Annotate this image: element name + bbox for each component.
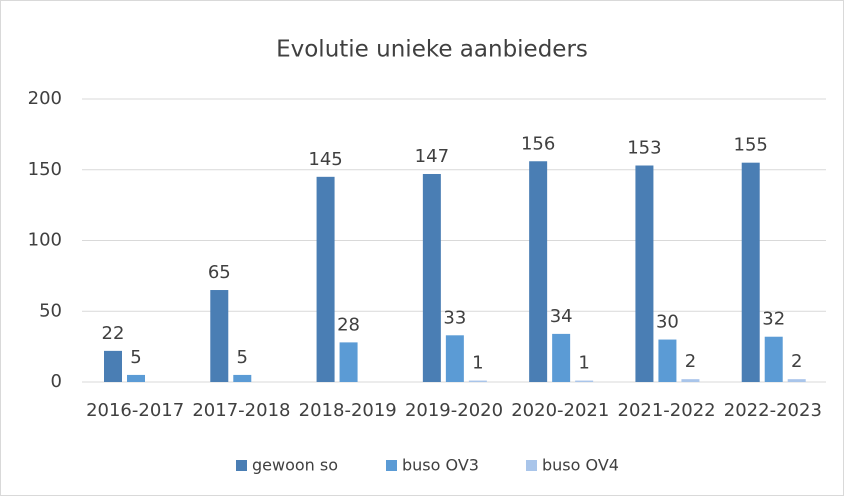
bar <box>764 336 783 382</box>
data-label: 32 <box>762 309 785 330</box>
legend-label: buso OV4 <box>542 456 619 475</box>
x-tick-label: 2019-2020 <box>405 400 503 421</box>
bar <box>635 165 654 382</box>
data-label: 156 <box>521 133 555 154</box>
data-label: 2 <box>685 351 696 372</box>
x-tick-label: 2018-2019 <box>299 400 397 421</box>
legend-label: buso OV3 <box>402 456 479 475</box>
bar <box>104 350 122 382</box>
data-label: 5 <box>130 347 141 368</box>
data-label: 28 <box>337 314 360 335</box>
chart-title: Evolutie unieke aanbieders <box>276 37 588 63</box>
data-label: 1 <box>578 353 589 374</box>
data-label: 33 <box>443 307 466 328</box>
bar <box>741 162 760 382</box>
x-tick-label: 2022-2023 <box>724 400 822 421</box>
x-tick-label: 2021-2022 <box>618 400 716 421</box>
data-label: 153 <box>627 138 661 159</box>
bar <box>445 335 464 382</box>
data-label: 65 <box>208 262 231 283</box>
data-label: 155 <box>734 135 768 156</box>
bar <box>210 290 229 382</box>
bar <box>529 161 548 382</box>
data-label: 22 <box>102 323 125 344</box>
bar <box>316 176 335 382</box>
y-tick-label: 200 <box>28 88 62 109</box>
bar <box>552 333 571 382</box>
bar <box>233 374 252 382</box>
y-tick-label: 150 <box>28 159 62 180</box>
bar <box>127 374 145 382</box>
y-tick-label: 50 <box>39 300 62 321</box>
y-tick-label: 100 <box>28 230 62 251</box>
data-label: 34 <box>550 306 573 327</box>
bar <box>681 379 700 382</box>
data-label: 30 <box>656 312 679 333</box>
bar <box>339 342 358 382</box>
data-label: 1 <box>472 353 483 374</box>
bar <box>787 379 806 382</box>
legend-swatch <box>526 460 537 471</box>
bar <box>422 173 441 382</box>
data-label: 2 <box>791 351 802 372</box>
data-label: 145 <box>308 149 342 170</box>
bar <box>658 339 677 382</box>
data-label: 147 <box>415 146 449 167</box>
legend-label: gewoon so <box>252 456 338 475</box>
x-tick-label: 2016-2017 <box>86 400 184 421</box>
bar <box>575 380 594 382</box>
x-tick-label: 2017-2018 <box>192 400 290 421</box>
x-tick-label: 2020-2021 <box>511 400 609 421</box>
y-tick-label: 0 <box>51 371 62 392</box>
legend-swatch <box>386 460 397 471</box>
legend-swatch <box>236 460 247 471</box>
bar <box>468 380 487 382</box>
data-label: 5 <box>237 347 248 368</box>
